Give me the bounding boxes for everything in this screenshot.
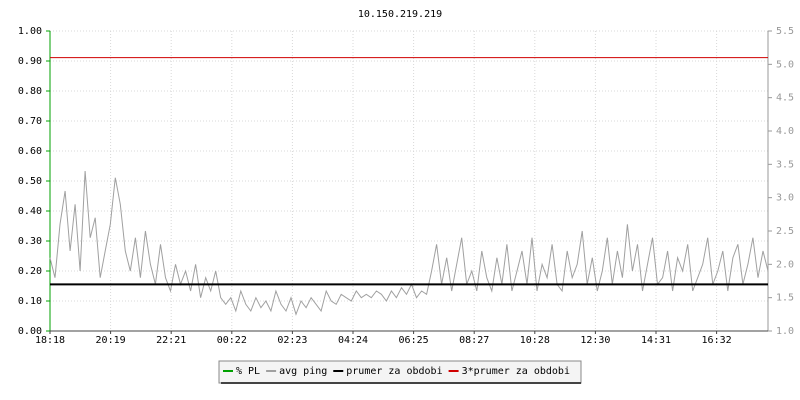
y-tick-label: 0.80 (18, 86, 42, 97)
x-tick-label: 12:30 (580, 335, 610, 346)
y2-tick-label: 5.0 (776, 59, 794, 70)
x-tick-label: 22:21 (156, 335, 186, 346)
legend-label: 3*prumer za obdobi (462, 366, 570, 377)
y2-tick-label: 3.5 (776, 159, 794, 170)
x-tick-label: 14:31 (641, 335, 671, 346)
x-tick-label: 16:32 (702, 335, 732, 346)
y2-tick-label: 4.0 (776, 126, 794, 137)
y-tick-label: 0.30 (18, 236, 42, 247)
y-tick-label: 0.40 (18, 206, 42, 217)
y-tick-label: 0.00 (18, 326, 42, 337)
y-tick-label: 0.70 (18, 116, 42, 127)
y2-tick-label: 1.5 (776, 293, 794, 304)
x-tick-label: 00:22 (217, 335, 247, 346)
x-tick-label: 08:27 (459, 335, 489, 346)
y2-tick-label: 5.5 (776, 26, 794, 37)
legend-label: prumer za obdobi (346, 366, 442, 377)
y-tick-label: 0.20 (18, 266, 42, 277)
y2-tick-label: 1.0 (776, 326, 794, 337)
x-tick-label: 18:18 (35, 335, 65, 346)
x-tick-label: 06:25 (399, 335, 429, 346)
legend-label: % PL (236, 366, 260, 377)
x-tick-label: 10:28 (520, 335, 550, 346)
legend-label: avg ping (279, 366, 327, 377)
y2-tick-label: 2.5 (776, 226, 794, 237)
x-tick-label: 20:19 (96, 335, 126, 346)
x-tick-label: 04:24 (338, 335, 368, 346)
series-line (49, 170, 769, 316)
y-tick-label: 0.50 (18, 176, 42, 187)
y-tick-label: 1.00 (18, 26, 42, 37)
y-tick-label: 0.60 (18, 146, 42, 157)
x-tick-label: 02:23 (277, 335, 307, 346)
y2-tick-label: 2.0 (776, 259, 794, 270)
y-tick-label: 0.10 (18, 296, 42, 307)
chart-title: 10.150.219.219 (358, 9, 442, 20)
y-tick-label: 0.90 (18, 56, 42, 67)
y2-tick-label: 4.5 (776, 93, 794, 104)
y2-tick-label: 3.0 (776, 193, 794, 204)
